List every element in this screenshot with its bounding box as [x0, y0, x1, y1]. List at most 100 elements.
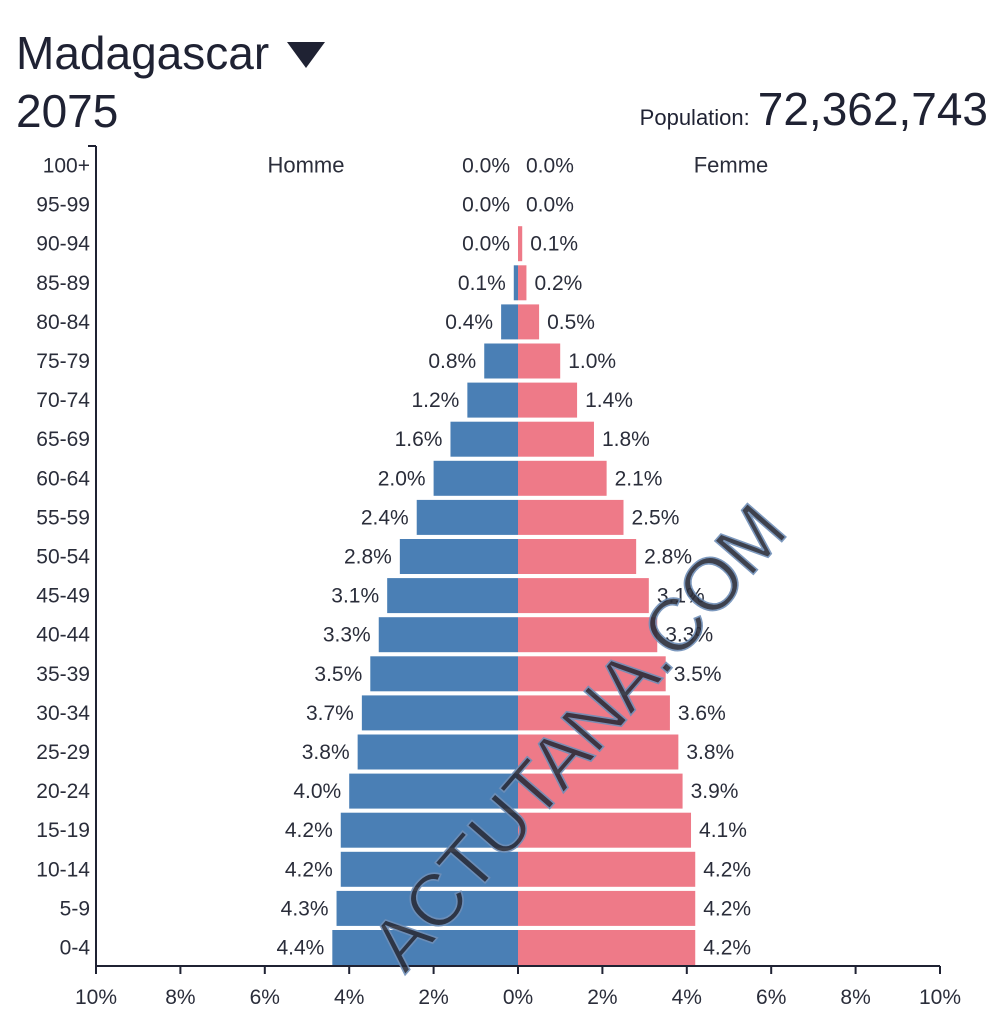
bar-male-0-4 [332, 930, 518, 965]
value-label-male-35-39: 3.5% [314, 663, 362, 686]
bar-female-85-89 [518, 265, 527, 301]
value-label-male-20-24: 4.0% [293, 780, 341, 803]
bar-female-55-59 [518, 499, 624, 535]
bar-female-30-34 [518, 695, 670, 731]
value-label-male-70-74: 1.2% [411, 389, 459, 412]
age-label-25-29: 25-29 [36, 741, 90, 764]
age-label-20-24: 20-24 [36, 780, 90, 803]
age-label-95-99: 95-99 [36, 194, 90, 217]
bar-male-5-9 [336, 890, 518, 926]
bar-male-15-19 [340, 812, 518, 848]
age-label-55-59: 55-59 [36, 506, 90, 529]
age-label-75-79: 75-79 [36, 350, 90, 373]
bar-female-60-64 [518, 460, 607, 496]
series-label-male: Homme [267, 153, 344, 178]
value-label-male-75-79: 0.8% [428, 350, 476, 373]
age-label-90-94: 90-94 [36, 233, 90, 256]
value-label-female-55-59: 2.5% [632, 506, 680, 529]
population-label: Population: [639, 105, 750, 130]
population-readout: Population: 72,362,743 [640, 82, 988, 136]
bar-female-45-49 [518, 578, 649, 614]
bar-female-5-9 [518, 890, 696, 926]
population-value: 72,362,743 [757, 83, 988, 135]
value-label-female-50-54: 2.8% [644, 546, 692, 569]
bar-male-45-49 [387, 578, 518, 614]
value-label-male-50-54: 2.8% [344, 546, 392, 569]
value-label-male-40-44: 3.3% [323, 624, 371, 647]
bar-male-35-39 [370, 656, 518, 692]
bar-female-80-84 [518, 304, 540, 340]
x-tick-label-7: 4% [672, 986, 702, 1009]
year-label: 2075 [16, 85, 119, 137]
x-tick-label-6: 2% [587, 986, 617, 1009]
bar-female-0-4 [518, 930, 696, 965]
value-label-female-60-64: 2.1% [615, 467, 663, 490]
bar-male-85-89 [513, 265, 518, 301]
bar-female-25-29 [518, 734, 679, 770]
value-label-male-25-29: 3.8% [302, 741, 350, 764]
value-label-male-30-34: 3.7% [306, 702, 354, 725]
bar-female-70-74 [518, 382, 578, 418]
age-label-60-64: 60-64 [36, 467, 90, 490]
bar-female-35-39 [518, 656, 666, 692]
value-label-male-0-4: 4.4% [276, 937, 324, 960]
value-label-male-100+: 0.0% [462, 155, 510, 178]
value-label-male-5-9: 4.3% [281, 897, 329, 920]
value-label-female-45-49: 3.1% [657, 585, 705, 608]
bar-female-15-19 [518, 812, 692, 848]
bar-female-90-94 [518, 226, 523, 262]
value-label-female-30-34: 3.6% [678, 702, 726, 725]
x-tick-label-9: 8% [840, 986, 870, 1009]
country-name: Madagascar [16, 27, 270, 79]
value-label-female-5-9: 4.2% [703, 897, 751, 920]
bars-layer [332, 226, 696, 965]
age-label-80-84: 80-84 [36, 311, 90, 334]
value-label-male-10-14: 4.2% [285, 858, 333, 881]
bar-male-65-69 [450, 421, 518, 457]
age-label-40-44: 40-44 [36, 624, 90, 647]
age-label-50-54: 50-54 [36, 546, 90, 569]
bar-male-55-59 [416, 499, 518, 535]
value-label-male-15-19: 4.2% [285, 819, 333, 842]
caret-down-icon[interactable] [287, 42, 326, 68]
x-tick-label-10: 10% [919, 986, 961, 1009]
bar-male-10-14 [340, 851, 518, 887]
age-label-5-9: 5-9 [60, 897, 90, 920]
country-selector[interactable]: Madagascar [16, 26, 326, 80]
age-label-45-49: 45-49 [36, 585, 90, 608]
bar-male-20-24 [349, 773, 518, 809]
value-label-female-35-39: 3.5% [674, 663, 722, 686]
value-label-female-95-99: 0.0% [526, 194, 574, 217]
bar-male-60-64 [433, 460, 518, 496]
bar-male-40-44 [378, 617, 518, 653]
bar-male-70-74 [467, 382, 518, 418]
value-label-female-100+: 0.0% [526, 155, 574, 178]
age-label-85-89: 85-89 [36, 272, 90, 295]
series-label-female: Femme [694, 153, 769, 178]
value-label-male-80-84: 0.4% [445, 311, 493, 334]
bar-female-10-14 [518, 851, 696, 887]
x-tick-label-2: 6% [250, 986, 280, 1009]
age-label-30-34: 30-34 [36, 702, 90, 725]
bar-female-50-54 [518, 539, 637, 574]
bar-female-40-44 [518, 617, 658, 653]
value-label-female-65-69: 1.8% [602, 428, 650, 451]
value-label-female-85-89: 0.2% [534, 272, 582, 295]
value-label-male-65-69: 1.6% [395, 428, 443, 451]
x-tick-label-3: 4% [334, 986, 364, 1009]
age-label-0-4: 0-4 [60, 937, 91, 960]
bar-male-80-84 [501, 304, 518, 340]
bar-female-20-24 [518, 773, 683, 809]
value-label-male-55-59: 2.4% [361, 506, 409, 529]
value-label-male-95-99: 0.0% [462, 194, 510, 217]
value-label-male-60-64: 2.0% [378, 467, 426, 490]
value-label-female-90-94: 0.1% [530, 233, 578, 256]
value-label-female-0-4: 4.2% [703, 937, 751, 960]
value-label-male-85-89: 0.1% [458, 272, 506, 295]
age-label-10-14: 10-14 [36, 858, 90, 881]
value-label-female-40-44: 3.3% [665, 624, 713, 647]
bar-male-75-79 [484, 343, 518, 379]
labels-layer: 100+ 0.0% 0.0% 95-99 0.0% 0.0% 90-94 0.0% 0.1% 85… [36, 153, 768, 960]
age-label-35-39: 35-39 [36, 663, 90, 686]
